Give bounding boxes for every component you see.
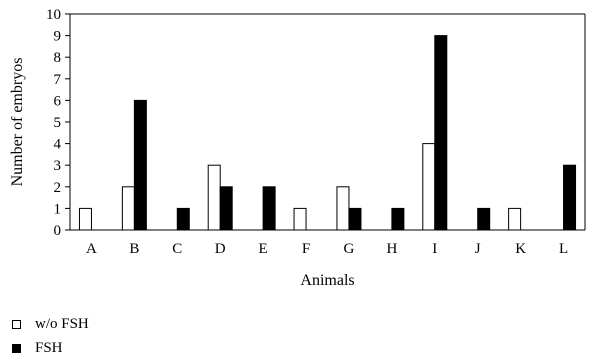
legend-label-fsh: FSH <box>35 339 63 356</box>
bar-wo-fsh-G <box>336 186 350 231</box>
y-tick-label: 10 <box>46 7 61 23</box>
x-tick-label: L <box>559 241 568 257</box>
legend-item-wo-fsh: w/o FSH <box>12 312 89 336</box>
x-axis-ticks: A B C D E F G H I J K L <box>86 241 568 257</box>
x-tick-label: A <box>86 241 97 257</box>
y-tick-label: 6 <box>54 93 62 109</box>
bar-fsh-G <box>348 207 362 231</box>
x-tick-label: E <box>259 241 268 257</box>
bar-wo-fsh-B <box>121 186 135 231</box>
y-tick-label: 2 <box>54 180 62 196</box>
legend-swatch-fsh <box>12 343 21 353</box>
bar-fsh-C <box>176 207 190 231</box>
x-tick-label: I <box>432 241 437 257</box>
legend-label-wo-fsh: w/o FSH <box>35 315 89 332</box>
bar-wo-fsh-D <box>207 164 221 231</box>
bar-chart: 0 1 2 3 4 5 6 7 8 9 10 A B C D E F G H I J K L Number of embr… <box>9 7 586 289</box>
bar-fsh-J <box>477 207 491 231</box>
bar-fsh-I <box>434 35 448 231</box>
bars <box>78 35 577 231</box>
y-tick-label: 8 <box>54 50 62 66</box>
x-tick-label: H <box>386 241 397 257</box>
bar-fsh-H <box>391 207 405 231</box>
y-tick-label: 9 <box>54 29 62 45</box>
y-tick-label: 4 <box>54 137 62 153</box>
legend-swatch-wo-fsh <box>12 319 21 329</box>
bar-fsh-D <box>219 186 233 231</box>
y-tick-label: 1 <box>54 201 62 217</box>
y-tick-label: 3 <box>54 158 62 174</box>
y-tick-label: 7 <box>54 72 62 88</box>
x-tick-label: B <box>129 241 139 257</box>
bar-fsh-L <box>563 164 577 231</box>
x-tick-label: G <box>344 241 355 257</box>
bar-wo-fsh-F <box>293 207 307 231</box>
bar-fsh-B <box>133 99 147 231</box>
bar-fsh-E <box>262 186 276 231</box>
x-tick-label: D <box>215 241 226 257</box>
bar-wo-fsh-K <box>508 207 522 231</box>
x-tick-label: C <box>172 241 182 257</box>
y-axis-label: Number of embryos <box>9 58 26 187</box>
legend: w/o FSH FSH <box>12 312 89 360</box>
legend-item-fsh: FSH <box>12 336 89 360</box>
x-axis-label: Animals <box>300 272 354 289</box>
x-tick-label: F <box>302 241 310 257</box>
y-axis-ticks: 0 1 2 3 4 5 6 7 8 9 10 <box>46 7 70 239</box>
y-tick-label: 5 <box>54 115 62 131</box>
y-tick-label: 0 <box>54 223 62 239</box>
x-tick-label: J <box>475 241 481 257</box>
bar-wo-fsh-I <box>422 143 436 231</box>
bar-wo-fsh-A <box>78 207 92 231</box>
x-tick-label: K <box>515 241 526 257</box>
